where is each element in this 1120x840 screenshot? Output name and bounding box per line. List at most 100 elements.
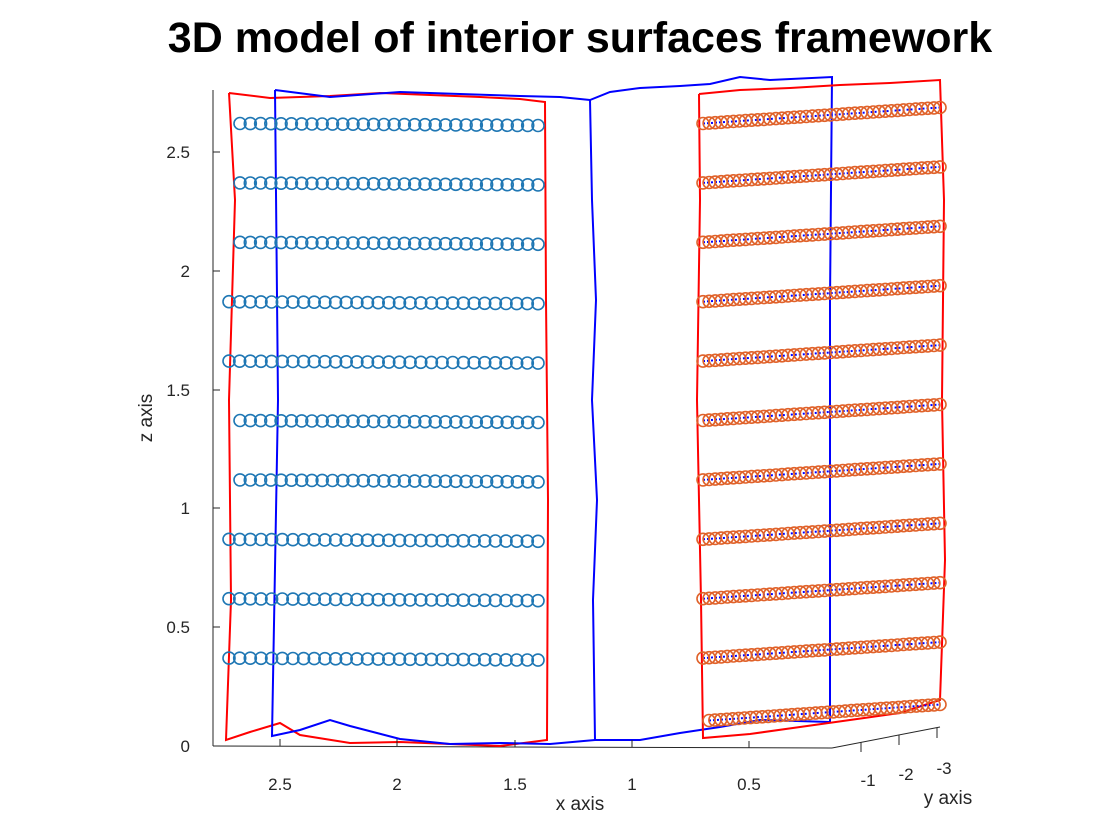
data-point (350, 533, 364, 547)
data-point (387, 474, 401, 488)
data-point (933, 635, 947, 649)
data-point (274, 176, 288, 190)
data-point (328, 651, 343, 666)
data-point (392, 533, 407, 548)
data-point (346, 414, 360, 429)
data-point (335, 473, 350, 488)
data-point (509, 356, 524, 370)
data-point (356, 236, 371, 250)
data-point (294, 473, 309, 488)
data-point (520, 296, 535, 311)
data-point (520, 415, 535, 430)
data-point (263, 413, 278, 428)
data-point (435, 355, 449, 370)
data-point (264, 592, 279, 606)
data-point (467, 593, 481, 608)
inner-point-row (702, 641, 941, 660)
data-point (397, 414, 412, 429)
data-point (350, 592, 364, 607)
data-point (438, 118, 453, 132)
data-point (328, 354, 343, 369)
data-point (490, 118, 504, 132)
data-point (381, 295, 396, 310)
data-point (377, 236, 391, 251)
data-point (263, 116, 278, 131)
data-point (438, 415, 453, 429)
chart-title: 3D model of interior surfaces framework (168, 14, 992, 62)
x-tick-label: 0.5 (737, 775, 761, 794)
data-point (933, 219, 947, 234)
data-point (387, 236, 401, 251)
x-tick-label: 1.5 (503, 775, 527, 794)
data-point (445, 355, 460, 370)
data-point (477, 355, 492, 370)
axis-tick-marks (213, 151, 938, 752)
data-point (325, 473, 340, 488)
data-point (339, 592, 354, 607)
data-point (428, 177, 443, 191)
data-point (428, 414, 443, 429)
data-point (335, 176, 350, 191)
data-point (264, 651, 279, 666)
data-point (488, 534, 503, 548)
y-tick-label: -3 (936, 759, 951, 778)
data-point (927, 101, 941, 115)
data-point (294, 117, 309, 131)
data-point (520, 534, 535, 549)
data-point (927, 219, 941, 234)
z-axis-label: z axis (136, 394, 157, 443)
data-point (418, 117, 432, 132)
data-point (284, 117, 299, 131)
data-point (531, 356, 545, 370)
data-point (520, 474, 535, 489)
y-tick-label: -1 (860, 771, 875, 790)
data-point (403, 593, 417, 607)
y-tick-label: -2 (898, 765, 913, 784)
data-point (350, 295, 364, 310)
data-point (499, 534, 513, 548)
inner-point-row (708, 703, 941, 722)
data-point (356, 176, 371, 191)
data-point (520, 118, 535, 133)
data-point (424, 652, 439, 667)
data-point (243, 116, 258, 131)
data-point (418, 236, 432, 251)
data-point (286, 592, 300, 606)
data-point (488, 355, 503, 370)
data-point (445, 533, 460, 548)
data-point (233, 235, 247, 250)
data-point (356, 473, 371, 488)
data-point (366, 414, 381, 429)
data-point (531, 415, 545, 430)
data-point (927, 516, 941, 531)
data-point (286, 651, 300, 666)
data-point (392, 592, 407, 607)
data-point (346, 236, 360, 250)
data-point (397, 236, 412, 251)
data-point (403, 355, 417, 370)
data-point (418, 177, 432, 191)
data-point (296, 295, 311, 310)
data-point (927, 576, 941, 590)
data-point (456, 652, 471, 667)
data-point (490, 415, 504, 430)
axes (212, 90, 941, 749)
data-point (315, 117, 330, 131)
data-point (438, 177, 453, 192)
data-point (927, 279, 941, 293)
data-point (307, 651, 322, 666)
data-point (360, 652, 375, 666)
data-point (387, 414, 401, 429)
data-point (407, 236, 422, 251)
data-point (274, 473, 288, 488)
inner-point-row (702, 165, 941, 184)
data-point (356, 117, 371, 132)
data-point (469, 177, 484, 192)
y-axis-label: y axis (924, 788, 973, 809)
data-point (315, 236, 330, 250)
surface-outlines (224, 75, 947, 748)
data-point (509, 534, 524, 549)
data-point (307, 532, 322, 547)
data-point (275, 295, 290, 309)
